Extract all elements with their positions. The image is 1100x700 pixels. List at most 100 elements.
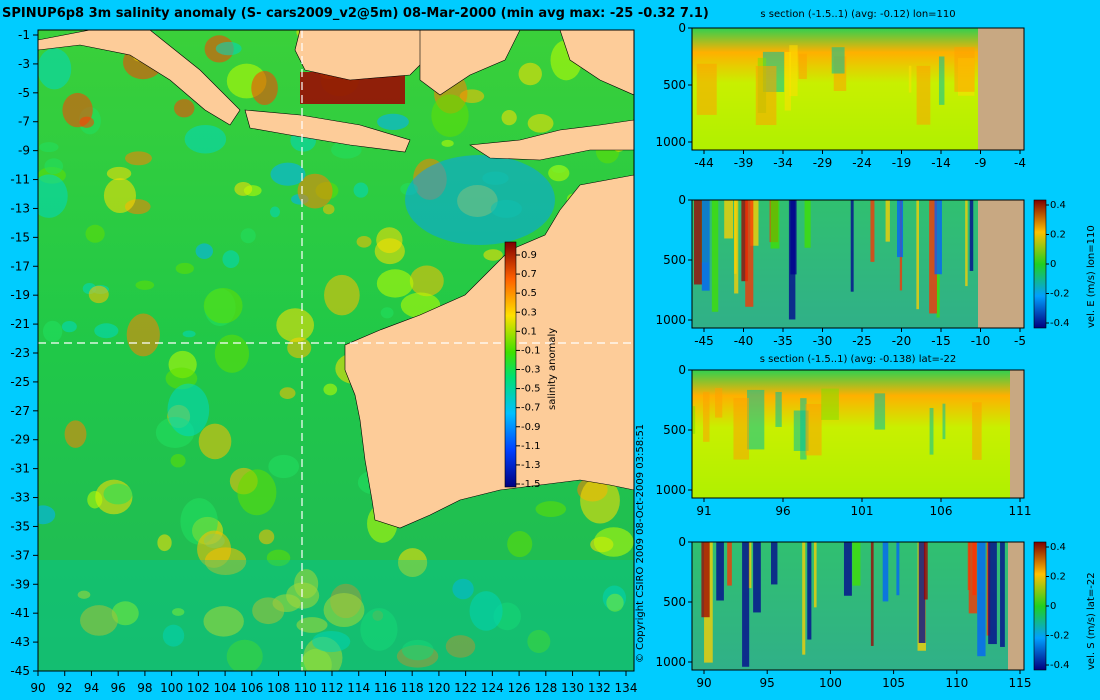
section-streak: [831, 47, 845, 74]
panel-x-tick-label: 101: [851, 504, 874, 518]
land-sulawesi: [419, 30, 521, 96]
panel-x-tick-label: 90: [696, 676, 711, 690]
lon-tick-label: 94: [84, 681, 99, 695]
lat-tick-label: -25: [10, 375, 30, 389]
panel-y-tick-label: 0: [678, 535, 686, 549]
section-streak: [716, 542, 724, 601]
lat-tick-label: -15: [10, 230, 30, 244]
eddy-blob: [214, 334, 250, 373]
eddy-blob: [252, 597, 285, 625]
lon-tick-label: 110: [294, 681, 317, 695]
lat-tick-label: -17: [10, 259, 30, 273]
eddy-blob: [469, 591, 503, 631]
eddy-blob: [172, 608, 185, 616]
map-lat-ticks: -1 -3 -5 -7 -9 -11 -13 -15 -17 -19 -21 -23 -25 -27 -29…: [10, 28, 38, 678]
section-streak: [694, 200, 702, 285]
panel-title: s section (-1.5..1) (avg: -0.138) lat=-2…: [760, 354, 957, 365]
eddy-blob: [103, 178, 137, 214]
section-streak: [784, 52, 792, 111]
section-streak: [821, 388, 839, 420]
eddy-blob: [527, 113, 554, 133]
section-streak: [938, 56, 945, 105]
eddy-blob: [94, 323, 119, 339]
lat-tick-label: -1: [18, 28, 30, 42]
colorbar-tick-label: -0.5: [521, 384, 541, 395]
eddy-blob: [126, 313, 160, 357]
lat-tick-label: -23: [10, 346, 30, 360]
colorbar-tick-label: 0.3: [521, 307, 537, 318]
lon-tick-label: 130: [561, 681, 584, 695]
land-sumatra: [38, 30, 241, 126]
lon-tick-label: 114: [347, 681, 370, 695]
panel-x-tick-label: -19: [892, 156, 912, 170]
lon-tick-label: 134: [615, 681, 638, 695]
map-colorbar-label: salinity anomaly: [547, 328, 558, 410]
lat-tick-label: -13: [10, 201, 30, 215]
eddy-blob: [162, 624, 185, 647]
eddy-blob: [237, 469, 277, 516]
section-streak: [882, 542, 889, 602]
panel-colorbar-ramp: [1033, 199, 1047, 329]
section-streak: [798, 53, 807, 79]
eddy-blob: [431, 94, 469, 137]
panel-x-tick-label: -20: [892, 334, 912, 348]
section-streak: [934, 200, 942, 275]
section-streak: [747, 389, 765, 450]
eddy-blob: [111, 601, 139, 626]
eddy-blob: [324, 274, 360, 316]
eddy-blob: [270, 162, 306, 186]
section-streak: [870, 200, 875, 262]
eddy-blob: [167, 383, 210, 437]
lon-tick-label: 112: [321, 681, 344, 695]
colorbar-tick-label: 0.7: [521, 269, 537, 280]
lon-tick-label: 122: [454, 681, 477, 695]
eddy-blob: [215, 41, 242, 56]
eddy-blob: [380, 307, 394, 319]
eddy-blob: [175, 262, 194, 275]
section-streak: [988, 542, 997, 645]
section-streak: [1000, 542, 1005, 647]
panel-x-tick-label: -45: [694, 334, 714, 348]
eddy-blob: [409, 265, 444, 297]
panel-y-tick-label: 0: [678, 363, 686, 377]
eddy-blob: [401, 639, 434, 661]
panel-x-tick-label: -5: [1014, 334, 1026, 348]
panel-land: [978, 200, 1024, 328]
eddy-blob: [251, 70, 278, 106]
colorbar-tick-label: 0.1: [521, 326, 537, 337]
eddy-blob: [103, 483, 133, 505]
eddy-blob: [527, 629, 551, 653]
section-streak: [750, 200, 759, 246]
eddy-blob: [441, 139, 454, 147]
panel-x-tick-label: -24: [852, 156, 872, 170]
eddy-blob: [323, 592, 365, 628]
section-streak: [852, 542, 861, 586]
panel-y-tick-label: 1000: [655, 483, 686, 497]
panel-colorbar-label: vel. E (m/s) lon=110: [1086, 225, 1097, 328]
eddy-blob: [157, 534, 172, 552]
section-streak: [804, 200, 811, 248]
section-streak: [954, 47, 975, 92]
eddy-blob: [507, 531, 533, 558]
section-streak: [813, 542, 817, 608]
panel-x-tick-label: -29: [813, 156, 833, 170]
panel-x-tick-label: 95: [760, 676, 775, 690]
panel-y-tick-label: 1000: [655, 655, 686, 669]
panel-x-tick-label: 111: [1009, 504, 1032, 518]
colorbar-tick-label: -1.5: [521, 479, 541, 490]
eddy-blob: [38, 505, 56, 525]
eddy-blob: [125, 151, 152, 166]
lat-tick-label: -35: [10, 519, 30, 533]
lon-tick-label: 92: [57, 681, 72, 695]
colorbar-tick-label: -0.7: [521, 403, 541, 414]
section-streak: [850, 200, 854, 292]
eddy-blob: [80, 605, 118, 636]
panel-colorbar-tick-label: 0: [1050, 601, 1056, 612]
eddy-blob: [203, 606, 244, 637]
section-streak: [870, 542, 874, 646]
panel-colorbar-tick-label: -0.4: [1050, 660, 1070, 671]
section-streak: [929, 200, 937, 314]
eddy-blob: [501, 109, 517, 126]
section-streak: [874, 393, 886, 430]
panel-s-section-lat: s section (-1.5..1) (avg: -0.138) lat=-2…: [655, 354, 1031, 518]
